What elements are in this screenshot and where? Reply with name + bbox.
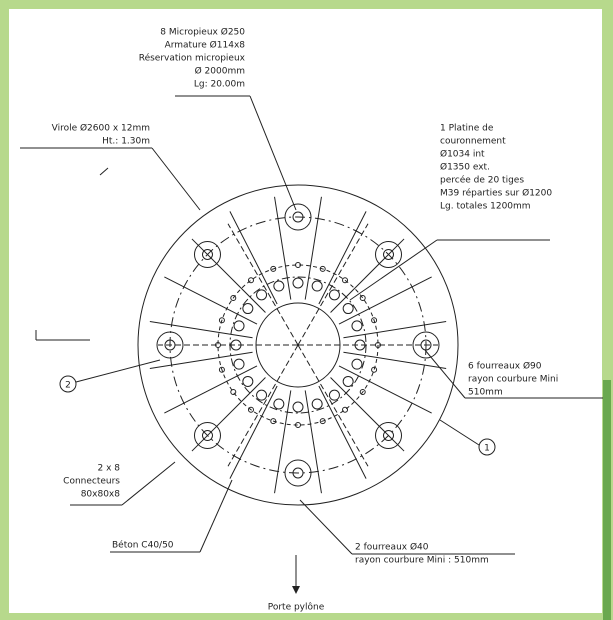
label-line: Ø1350 ext. [440, 162, 490, 173]
label-line: Réservation micropieux [139, 53, 246, 64]
label-line: Ø 2000mm [195, 66, 245, 77]
label-line: Armature Ø114x8 [165, 40, 246, 51]
label-line: rayon courbure Mini [468, 375, 558, 385]
sheet [9, 9, 602, 613]
label-line: Virole Ø2600 x 12mm [52, 123, 150, 134]
label-line: Connecteurs [63, 477, 120, 487]
marker-label: 1 [484, 444, 490, 454]
label-line: Porte pylône [268, 602, 325, 613]
label-line: rayon courbure Mini : 510mm [355, 556, 489, 566]
label-line: M39 réparties sur Ø1200 [440, 188, 552, 199]
label-line: Ø1034 int [440, 149, 485, 160]
screenshot: 8 Micropieux Ø250 Armature Ø114x8 Réservat… [0, 0, 613, 620]
label-line: Béton C40/50 [112, 540, 174, 551]
label-line: couronnement [440, 137, 506, 147]
label-line: 2 fourreaux Ø40 [355, 542, 429, 553]
label-line: percée de 20 tiges [440, 175, 524, 186]
label-line: 8 Micropieux Ø250 [160, 27, 245, 38]
label-line: Ht.: 1.30m [102, 137, 150, 147]
drawing: 8 Micropieux Ø250 Armature Ø114x8 Réservat… [0, 0, 613, 620]
marker-label: 2 [65, 381, 71, 391]
edge [603, 380, 611, 620]
label-line: 6 fourreaux Ø90 [468, 361, 542, 372]
label-line: 2 x 8 [98, 464, 121, 474]
label-line: 1 Platine de [440, 124, 494, 134]
label-line: 510mm [468, 388, 503, 398]
label-line: Lg. totales 1200mm [440, 202, 531, 212]
label-line: 80x80x8 [81, 490, 121, 500]
label-line: Lg: 20.00m [194, 80, 245, 90]
